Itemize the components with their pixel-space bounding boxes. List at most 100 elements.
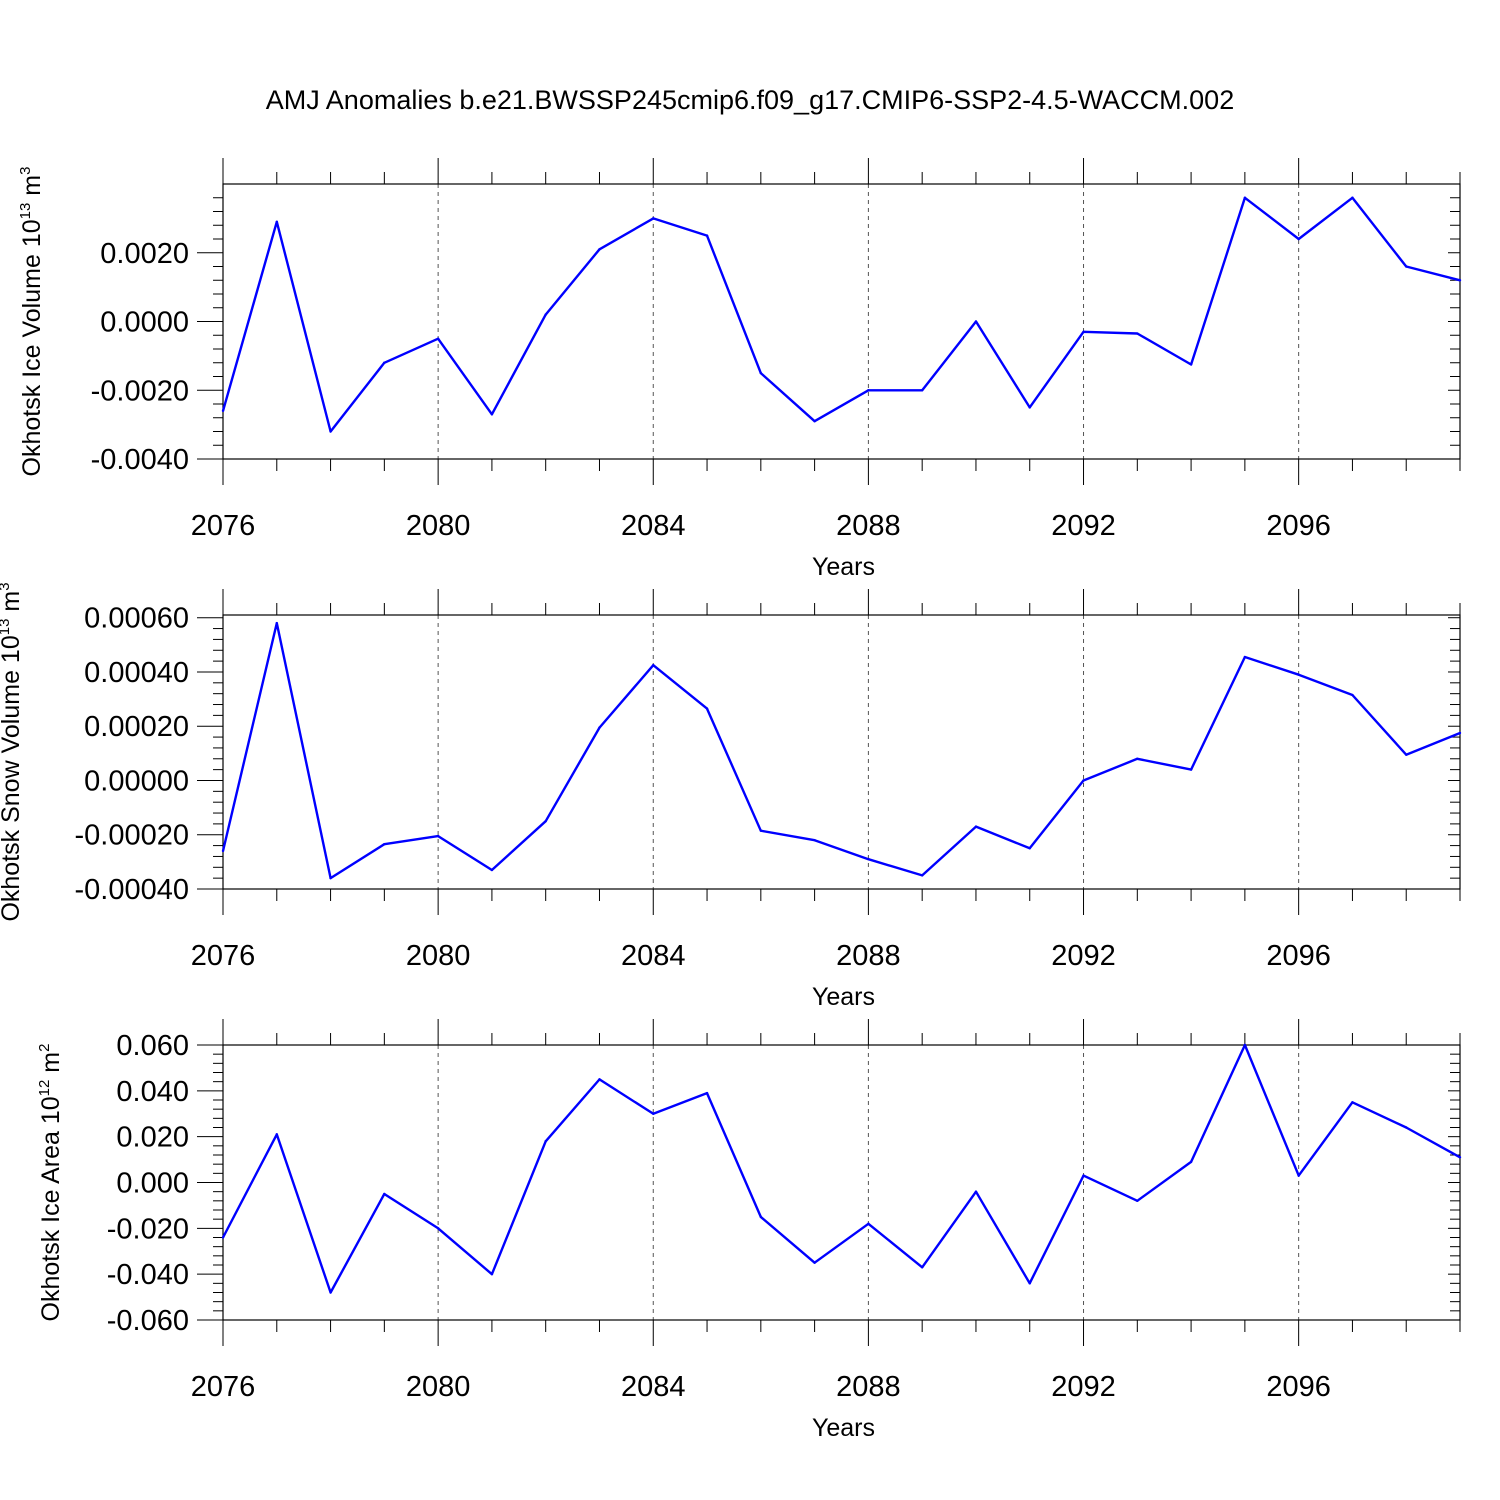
y-tick-label: 0.060 bbox=[116, 1030, 189, 1062]
y-axis-label-superscript: 12 bbox=[36, 1080, 53, 1097]
x-tick-label: 2080 bbox=[406, 510, 471, 542]
y-tick-label: 0.00060 bbox=[84, 603, 189, 635]
y-axis-label-superscript: 3 bbox=[0, 582, 13, 590]
y-tick-label: 0.040 bbox=[116, 1076, 189, 1108]
data-point bbox=[1082, 1174, 1085, 1177]
x-tick-label: 2096 bbox=[1266, 1371, 1331, 1403]
y-axis-label: Okhotsk Snow Volume 1013 m3 bbox=[0, 582, 25, 921]
data-point bbox=[329, 430, 332, 433]
data-point bbox=[1189, 768, 1193, 771]
data-point bbox=[436, 337, 440, 340]
data-point bbox=[652, 1112, 655, 1115]
data-point bbox=[383, 1192, 386, 1196]
data-point bbox=[329, 876, 332, 880]
y-axis-label-part: Okhotsk Ice Area 10 bbox=[37, 1096, 65, 1321]
data-point bbox=[813, 1261, 816, 1264]
data-point bbox=[490, 1272, 494, 1276]
data-point bbox=[598, 726, 601, 729]
x-tick-label: 2080 bbox=[406, 1371, 471, 1403]
series-line bbox=[221, 1043, 1461, 1294]
data-point bbox=[329, 1291, 332, 1294]
data-point bbox=[1028, 406, 1031, 409]
data-point bbox=[1351, 196, 1354, 199]
data-point bbox=[1136, 1199, 1139, 1203]
y-axis-label-superscript: 13 bbox=[17, 203, 34, 220]
data-point bbox=[490, 868, 494, 872]
data-point bbox=[1458, 279, 1462, 282]
data-point bbox=[1458, 1156, 1462, 1159]
x-tick-label: 2088 bbox=[836, 1371, 901, 1403]
data-point bbox=[1351, 1101, 1354, 1104]
y-axis-label-superscript: 13 bbox=[0, 619, 13, 636]
y-tick-label: -0.020 bbox=[107, 1213, 189, 1245]
data-point bbox=[652, 217, 655, 220]
plot-frame bbox=[222, 614, 1461, 890]
data-point bbox=[1028, 1282, 1031, 1285]
data-point bbox=[1405, 265, 1408, 268]
data-point bbox=[1028, 847, 1031, 850]
data-point bbox=[867, 389, 870, 392]
x-tick-label: 2088 bbox=[836, 940, 901, 972]
y-tick-label: 0.0020 bbox=[100, 238, 189, 270]
x-tick-label: 2084 bbox=[621, 940, 686, 972]
y-tick-label: 0.020 bbox=[116, 1122, 189, 1154]
panel-1: -0.0040 -0.0020 0.0000 0.0020 2076 2080 2084 20… bbox=[17, 158, 1462, 581]
y-tick-label: 0.00040 bbox=[84, 657, 189, 689]
data-point bbox=[1351, 693, 1354, 697]
data-point bbox=[1458, 731, 1462, 735]
x-tick-label: 2076 bbox=[191, 510, 256, 542]
data-point bbox=[275, 220, 278, 224]
data-point bbox=[1297, 1174, 1300, 1177]
x-tick-label: 2080 bbox=[406, 940, 471, 972]
data-point bbox=[705, 234, 709, 237]
x-tick-label: 2092 bbox=[1051, 510, 1116, 542]
data-point bbox=[490, 413, 494, 416]
data-point bbox=[436, 1227, 440, 1230]
data-point bbox=[1082, 779, 1085, 782]
data-point bbox=[759, 371, 763, 375]
plot-frame bbox=[222, 183, 1461, 460]
data-point bbox=[1405, 1126, 1408, 1129]
data-point bbox=[1136, 332, 1139, 335]
data-point bbox=[920, 1266, 924, 1269]
y-tick-label: -0.00040 bbox=[75, 874, 190, 906]
y-axis-label-part: Okhotsk Snow Volume 10 bbox=[0, 635, 25, 921]
y-tick-label: 0.00000 bbox=[84, 765, 189, 797]
plot-frame bbox=[222, 1044, 1461, 1321]
data-point bbox=[436, 834, 440, 838]
data-point bbox=[598, 248, 601, 251]
data-point bbox=[813, 838, 816, 842]
x-tick-label: 2096 bbox=[1266, 940, 1331, 972]
data-point bbox=[759, 829, 763, 832]
data-point bbox=[1243, 196, 1247, 199]
data-point bbox=[1189, 1160, 1193, 1164]
series-line bbox=[221, 621, 1461, 880]
data-point bbox=[1082, 330, 1085, 334]
y-tick-label: 0.00020 bbox=[84, 711, 189, 743]
data-point bbox=[974, 1190, 978, 1193]
panel-2: -0.00040 -0.00020 0.00000 0.00020 0.00040 0.0… bbox=[0, 582, 1462, 1011]
x-axis-label: Years bbox=[812, 553, 875, 581]
y-axis-label-part: m bbox=[18, 175, 46, 203]
data-point bbox=[544, 1140, 547, 1143]
data-point bbox=[383, 843, 386, 846]
data-point bbox=[652, 663, 655, 667]
y-tick-label: -0.00020 bbox=[75, 820, 190, 852]
data-point bbox=[383, 361, 386, 364]
data-point bbox=[759, 1215, 763, 1219]
y-axis-label-superscript: 2 bbox=[36, 1044, 53, 1052]
x-tick-label: 2092 bbox=[1051, 1371, 1116, 1403]
figure-title: AMJ Anomalies b.e21.BWSSP245cmip6.f09_g1… bbox=[266, 85, 1234, 115]
data-point bbox=[920, 874, 924, 877]
y-axis-label-part: Okhotsk Ice Volume 10 bbox=[18, 219, 46, 476]
y-tick-label: -0.0020 bbox=[91, 375, 189, 407]
series-line bbox=[221, 196, 1461, 433]
data-point bbox=[974, 825, 978, 828]
data-point bbox=[920, 389, 924, 392]
x-axis-label: Years bbox=[812, 1414, 875, 1442]
y-tick-label: 0.000 bbox=[116, 1168, 189, 1200]
data-point bbox=[598, 1078, 601, 1081]
y-tick-label: -0.040 bbox=[107, 1259, 189, 1291]
